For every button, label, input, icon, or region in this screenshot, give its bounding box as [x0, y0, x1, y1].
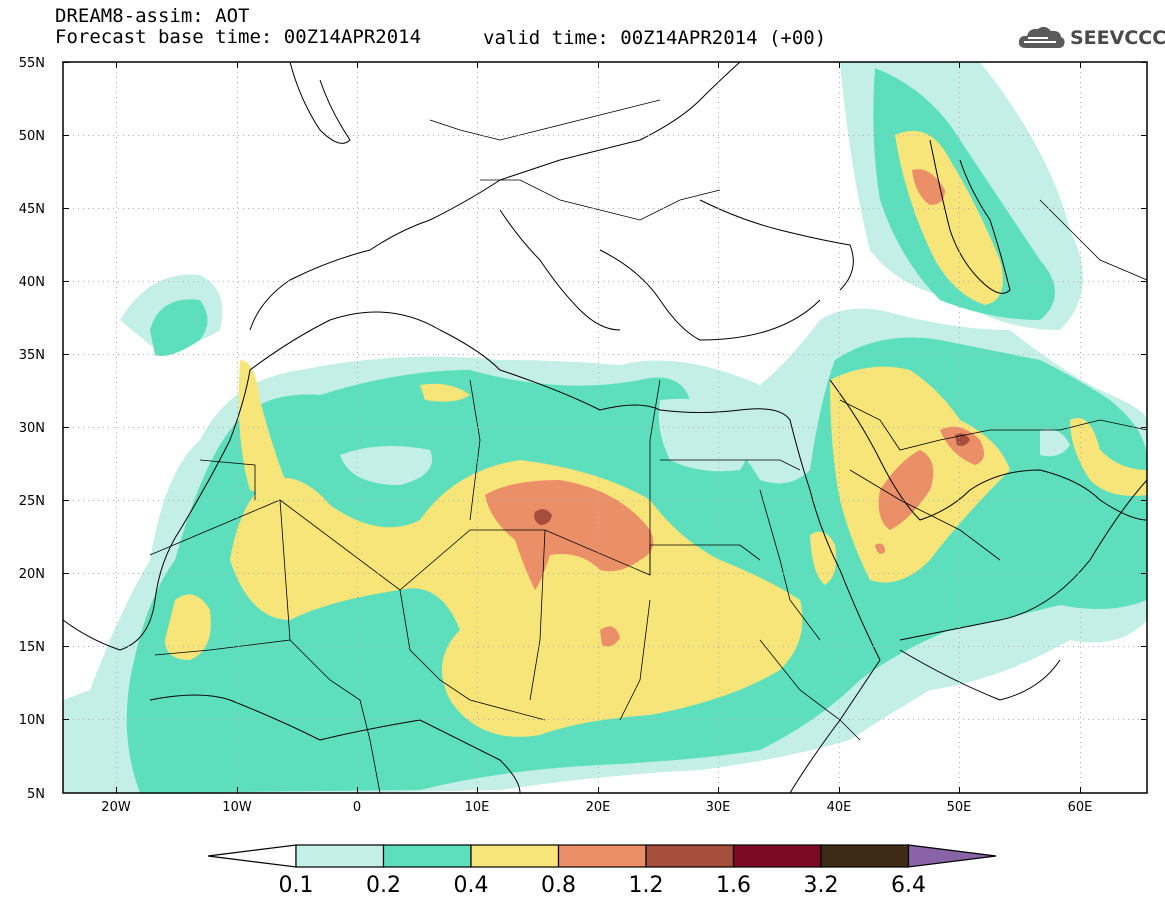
lon-label: 40E — [827, 800, 852, 815]
aot-contours — [63, 62, 1147, 793]
colorbar-swatch — [645, 844, 735, 868]
longitude-labels: 20W 10W 0 10E 20E 30E 40E 50E 60E — [101, 800, 1092, 815]
lat-label: 35N — [19, 348, 45, 363]
lat-label: 55N — [19, 56, 45, 71]
colorbar-high-arrow — [907, 844, 997, 868]
colorbar-label: 0.4 — [454, 873, 489, 898]
colorbar-label: 0.1 — [279, 873, 314, 898]
latitude-labels: 55N 50N 45N 40N 35N 30N 25N 20N 15N 10N … — [19, 56, 45, 802]
colorbar-swatch — [295, 844, 385, 868]
colorbar-swatch — [557, 844, 647, 868]
lon-label: 50E — [947, 800, 972, 815]
graticule — [63, 62, 1147, 793]
colorbar-label: 1.2 — [629, 873, 664, 898]
lon-label: 10W — [222, 800, 252, 815]
seevccc-logo: SEEVCCC — [1018, 24, 1165, 52]
lon-label: 30E — [706, 800, 731, 815]
colorbar-label: 3.2 — [804, 873, 839, 898]
lat-label: 10N — [19, 713, 45, 728]
lon-label: 0 — [353, 800, 361, 815]
colorbar-label: 1.6 — [716, 873, 751, 898]
forecast-base-time: Forecast base time: 00Z14APR2014 — [55, 26, 422, 48]
lat-label: 20N — [19, 567, 45, 582]
logo-text: SEEVCCC — [1070, 27, 1165, 49]
valid-time: valid time: 00Z14APR2014 (+00) — [483, 27, 827, 49]
lat-label: 25N — [19, 494, 45, 509]
country-borders — [149, 99, 1147, 793]
colorbar-label: 0.8 — [541, 873, 576, 898]
lon-label: 10E — [465, 800, 490, 815]
colorbar-swatch — [470, 844, 560, 868]
colorbar-labels: 0.1 0.2 0.4 0.8 1.2 1.6 3.2 6.4 — [279, 873, 927, 898]
lat-label: 40N — [19, 275, 45, 290]
colorbar-label: 0.2 — [366, 873, 401, 898]
lat-label: 30N — [19, 421, 45, 436]
lat-label: 45N — [19, 202, 45, 217]
aot-pockets-0.1 — [340, 398, 1070, 485]
lat-label: 15N — [19, 640, 45, 655]
cloud-icon — [1018, 26, 1065, 48]
colorbar-label: 6.4 — [891, 873, 926, 898]
tick-marks — [63, 62, 1147, 793]
colorbar — [207, 844, 997, 868]
colorbar-low-arrow — [207, 844, 297, 868]
coastlines — [63, 62, 1147, 793]
lon-label: 20W — [101, 800, 131, 815]
map-title: DREAM8-assim: AOT — [55, 5, 250, 27]
lon-label: 20E — [586, 800, 611, 815]
aot-level-0.8 — [485, 169, 984, 647]
colorbar-swatch — [732, 844, 822, 868]
lon-label: 60E — [1068, 800, 1093, 815]
lat-label: 50N — [19, 129, 45, 144]
lat-label: 5N — [27, 787, 45, 802]
colorbar-swatch — [820, 844, 910, 868]
colorbar-swatch — [382, 844, 472, 868]
